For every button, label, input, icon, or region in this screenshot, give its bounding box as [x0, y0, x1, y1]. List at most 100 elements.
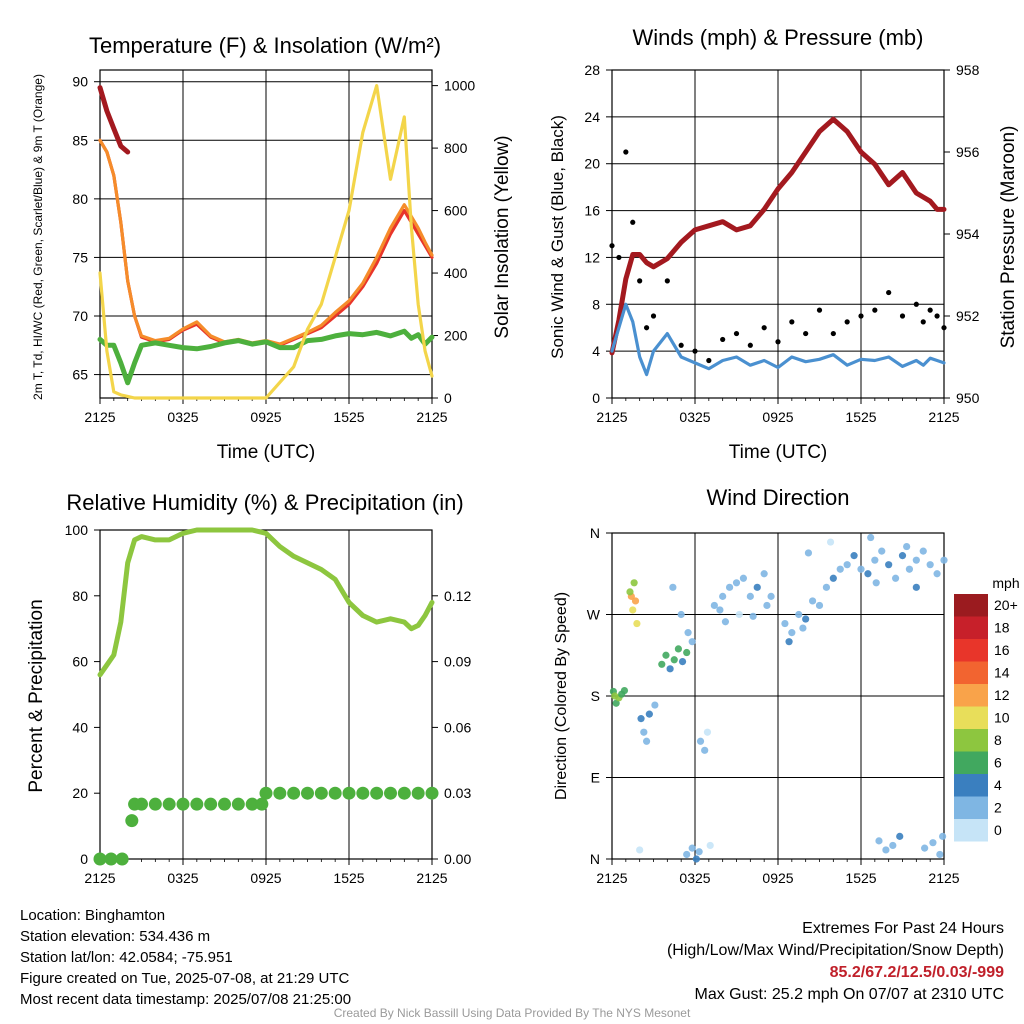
direction-point: [889, 841, 897, 850]
series-line-2: [97, 328, 435, 386]
data-point: [135, 797, 148, 811]
data-point: [342, 786, 356, 800]
data-point: [425, 786, 439, 800]
direction-point: [721, 618, 730, 626]
direction-point: [760, 570, 768, 578]
x-tick-label: 0925: [762, 409, 793, 425]
y-tick-label: 28: [584, 62, 600, 78]
data-point: [623, 149, 629, 155]
colorbar-label: 14: [994, 665, 1010, 681]
x-tick-label: 2125: [84, 870, 115, 886]
data-point: [204, 797, 218, 811]
x-tick-label: 2125: [596, 870, 627, 886]
series-line-0: [97, 527, 435, 678]
panel-3-points: [609, 533, 948, 863]
direction-point: [763, 601, 771, 610]
data-point: [789, 319, 795, 325]
data-point: [886, 289, 892, 296]
direction-point: [933, 570, 941, 578]
x-tick-label: 2125: [84, 409, 115, 425]
direction-point: [767, 592, 775, 600]
data-point: [775, 339, 781, 345]
direction-point: [688, 844, 696, 852]
direction-point: [919, 547, 927, 555]
data-point: [803, 330, 809, 337]
y-tick-label: 8: [592, 296, 600, 312]
direction-point: [882, 846, 890, 854]
data-point: [162, 797, 176, 811]
data-point: [650, 313, 657, 319]
x-tick-label: 2125: [928, 870, 959, 886]
temperature-ylabel-right: Solar Insolation (Yellow): [492, 135, 513, 338]
data-point: [913, 301, 919, 307]
direction-point: [905, 565, 914, 573]
data-point: [761, 325, 767, 331]
direction-point: [670, 656, 678, 664]
direction-point: [921, 844, 929, 852]
y-tick-label: 60: [72, 654, 88, 670]
max-gust-text: Max Gust: 25.2 mph On 07/07 at 2310 UTC: [694, 986, 1005, 1003]
direction-point: [939, 832, 947, 840]
created-text: Figure created on Tue, 2025-07-08, at 21…: [20, 970, 350, 987]
y-right-tick-label: 1000: [444, 78, 475, 94]
data-point: [941, 325, 947, 331]
direction-point: [739, 574, 748, 582]
data-point: [858, 313, 864, 319]
direction-point: [826, 538, 835, 546]
y-right-tick-label: 0.00: [444, 851, 471, 867]
direction-point: [871, 556, 879, 564]
direction-title: Wind Direction: [706, 485, 849, 510]
y-tick-label: S: [591, 688, 600, 704]
panel-2-axes: 2125 0325 0925 1525 2125 0 20 40 60 80 100 0.00 0.03…: [65, 522, 472, 886]
colorbar-swatch: [954, 729, 988, 752]
direction-point: [633, 619, 641, 628]
direction-point: [878, 547, 886, 555]
panel-1-series: [609, 116, 947, 377]
credit-line: Created By Nick Bassill Using Data Provi…: [333, 1006, 691, 1020]
data-point: [720, 336, 726, 343]
direction-point: [710, 601, 718, 610]
y-tick-label: 100: [65, 522, 89, 538]
y-tick-label: 80: [72, 191, 88, 207]
x-tick-label: 2125: [928, 409, 959, 425]
direction-point: [940, 556, 948, 564]
y-tick-label: 85: [72, 132, 88, 148]
y-tick-label: 16: [584, 203, 600, 219]
direction-point: [626, 588, 634, 596]
extremes-legend: (High/Low/Max Wind/Precipitation/Snow De…: [666, 942, 1004, 959]
data-point: [692, 348, 698, 354]
direction-point: [896, 832, 904, 840]
y-tick-label: N: [590, 851, 600, 867]
direction-point: [677, 610, 685, 619]
direction-point: [815, 601, 824, 610]
data-point: [664, 278, 670, 284]
y-tick-label: 0: [80, 851, 88, 867]
direction-point: [926, 561, 934, 569]
direction-point: [631, 597, 640, 605]
x-tick-label: 2125: [596, 409, 627, 425]
extremes-values: 85.2/67.2/12.5/0.03/-999: [829, 964, 1004, 981]
colorbar-label: 4: [994, 777, 1002, 793]
plot-frame: [611, 69, 945, 399]
data-point: [920, 319, 926, 325]
panel-3-axes: 2125 0325 0925 1525 2125 N E S W N: [587, 525, 960, 886]
direction-point: [666, 665, 674, 673]
y-tick-label: E: [591, 770, 600, 786]
data-point: [844, 319, 850, 325]
direction-point: [612, 699, 620, 707]
data-point: [259, 786, 273, 800]
y-right-tick-label: 600: [444, 203, 468, 219]
series-line-1: [610, 302, 946, 377]
y-tick-label: 65: [72, 367, 88, 383]
colorbar-label: 20+: [994, 597, 1018, 613]
x-tick-label: 0325: [167, 870, 198, 886]
direction-point: [799, 624, 807, 632]
data-point: [287, 786, 301, 800]
y-tick-label: 70: [72, 308, 88, 324]
direction-point: [629, 606, 637, 614]
colorbar-swatch: [954, 819, 988, 842]
y-right-tick-label: 0.12: [444, 588, 471, 604]
data-point: [356, 786, 370, 800]
data-point: [816, 307, 823, 313]
